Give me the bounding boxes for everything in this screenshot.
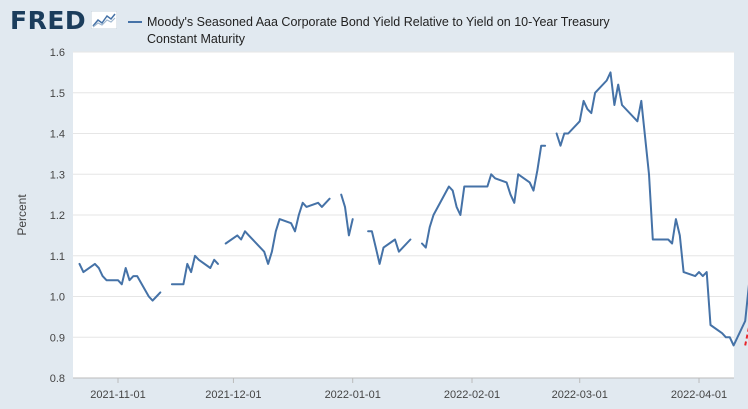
legend-swatch [128, 21, 142, 23]
logo-chart-icon [91, 11, 117, 29]
y-tick-label: 1.6 [50, 47, 65, 59]
series-line-segment[interactable] [78, 262, 162, 302]
series-line-segment[interactable] [367, 230, 412, 265]
fred-logo[interactable]: FRED [10, 6, 87, 35]
x-tick-label: 2021-12-01 [205, 389, 261, 401]
gridlines [73, 51, 734, 338]
x-tick-label: 2022-02-01 [444, 389, 500, 401]
y-axis-title: Percent [15, 194, 29, 236]
y-tick-label: 1.0 [50, 292, 65, 304]
series-line-segment[interactable] [170, 254, 219, 286]
header: FRED Moody's Seasoned Aaa Corporate Bond… [0, 0, 748, 52]
x-tick-label: 2022-03-01 [552, 389, 608, 401]
y-tick-label: 1.5 [50, 88, 65, 100]
y-tick-label: 1.4 [50, 129, 65, 141]
series-line-segment[interactable] [224, 197, 331, 265]
legend-series-name[interactable]: Moody's Seasoned Aaa Corporate Bond Yiel… [147, 15, 610, 46]
x-axis: 2021-11-01 2021-12-01 2022-01-01 2022-02-01… [73, 377, 734, 401]
y-tick-label: 0.8 [50, 373, 65, 385]
y-tick-label: 1.1 [50, 251, 65, 263]
x-tick-label: 2021-11-01 [90, 389, 145, 401]
x-tick-label: 2022-04-01 [671, 389, 727, 401]
series-line-segment[interactable] [421, 144, 547, 249]
series-line-segment[interactable] [555, 71, 748, 347]
series-line-segment[interactable] [340, 193, 354, 237]
y-tick-label: 0.9 [50, 332, 65, 344]
x-tick-label: 2022-01-01 [325, 389, 381, 401]
series-group [78, 71, 748, 347]
y-axis: 0.8 0.9 1.0 1.1 1.2 1.3 1.4 1.5 1.6 [50, 47, 65, 385]
y-tick-label: 1.3 [50, 169, 65, 181]
y-tick-label: 1.2 [50, 210, 65, 222]
